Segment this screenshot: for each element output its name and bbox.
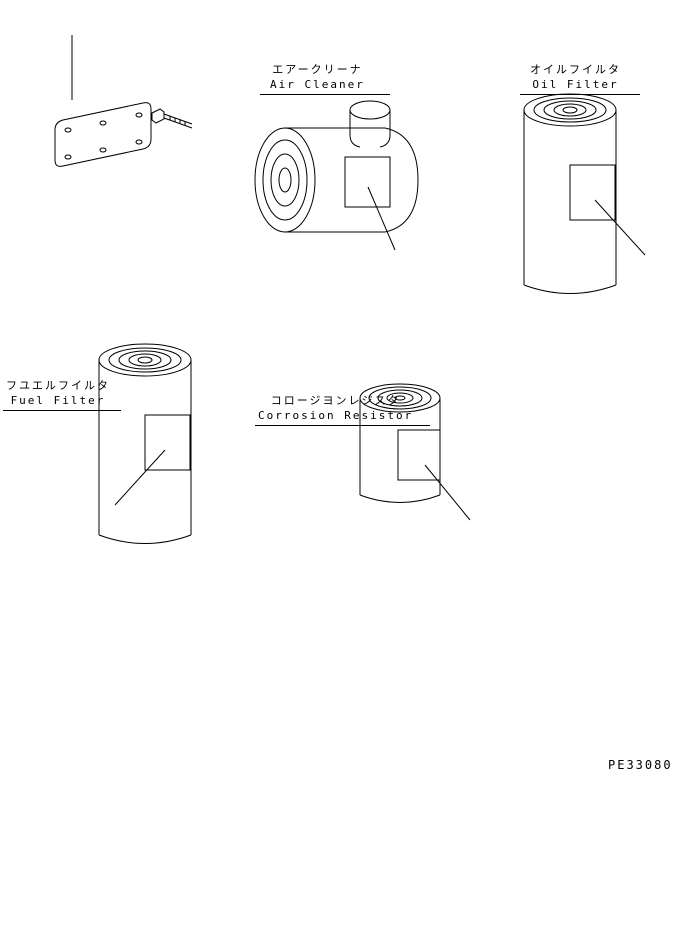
oil-filter-cartridge	[520, 90, 660, 310]
corrosion-resistor-label-jp: コロージヨンレジスタ	[258, 393, 413, 408]
mounting-plate	[55, 35, 215, 165]
air-cleaner-underline	[260, 94, 390, 95]
fuel-filter-cartridge	[95, 340, 235, 560]
oil-filter-label: オイルフイルタ Oil Filter	[530, 62, 621, 93]
oil-filter-underline	[520, 94, 640, 95]
air-cleaner-label-en: Air Cleaner	[270, 77, 365, 92]
corrosion-resistor-label: コロージヨンレジスタ Corrosion Resistor	[258, 393, 413, 424]
oil-filter-label-jp: オイルフイルタ	[530, 62, 621, 77]
fuel-filter-label: フユエルフイルタ Fuel Filter	[6, 378, 110, 409]
oil-filter-label-en: Oil Filter	[530, 77, 621, 92]
corrosion-resistor-label-en: Corrosion Resistor	[258, 408, 413, 423]
air-cleaner-label: エアークリーナ Air Cleaner	[270, 62, 365, 93]
drawing-code: PE33080	[608, 758, 673, 772]
mounting-bolt	[150, 105, 200, 145]
fuel-filter-underline	[3, 410, 121, 411]
corrosion-resistor-underline	[255, 425, 430, 426]
air-cleaner-label-jp: エアークリーナ	[270, 62, 365, 77]
fuel-filter-label-en: Fuel Filter	[6, 393, 110, 408]
air-cleaner-body	[250, 95, 450, 265]
fuel-filter-label-jp: フユエルフイルタ	[6, 378, 110, 393]
